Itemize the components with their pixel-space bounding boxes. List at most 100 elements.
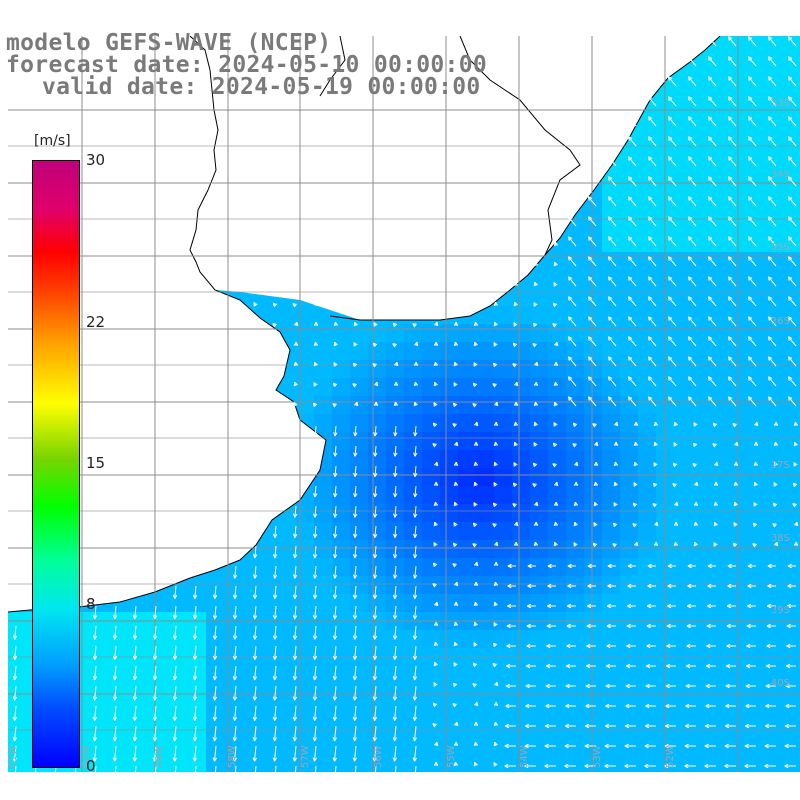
speed-cell bbox=[782, 738, 800, 756]
speed-cell bbox=[782, 684, 800, 702]
speed-cell bbox=[386, 738, 404, 756]
wind-arrow bbox=[544, 743, 556, 749]
wind-arrow bbox=[693, 501, 699, 507]
wind-arrow bbox=[232, 685, 238, 701]
wind-arrow bbox=[513, 541, 519, 547]
speed-cell bbox=[242, 738, 260, 756]
speed-cell bbox=[440, 540, 458, 558]
speed-cell bbox=[548, 342, 566, 360]
speed-cell bbox=[494, 666, 512, 684]
speed-cell bbox=[584, 216, 602, 234]
speed-cell bbox=[674, 540, 692, 558]
wind-arrow bbox=[767, 196, 777, 207]
speed-cell bbox=[440, 396, 458, 414]
wind-arrow bbox=[172, 665, 178, 681]
speed-cell bbox=[746, 126, 764, 144]
speed-cell bbox=[710, 630, 728, 648]
speed-cell bbox=[782, 378, 800, 396]
speed-cell bbox=[350, 432, 368, 450]
speed-cell bbox=[512, 630, 530, 648]
wind-arrow bbox=[627, 336, 637, 347]
wind-arrow bbox=[545, 703, 556, 709]
wind-arrow bbox=[432, 562, 438, 568]
wind-arrow bbox=[627, 176, 637, 187]
wind-arrow bbox=[504, 763, 516, 769]
speed-cell bbox=[476, 378, 494, 396]
wind-arrow bbox=[626, 643, 636, 649]
wind-arrow bbox=[727, 563, 736, 569]
speed-cell bbox=[638, 702, 656, 720]
wind-arrow bbox=[272, 685, 278, 701]
wind-arrow bbox=[667, 76, 677, 87]
speed-cell bbox=[386, 468, 404, 486]
speed-cell bbox=[134, 594, 152, 612]
wind-arrow bbox=[333, 465, 338, 477]
wind-arrow bbox=[272, 665, 278, 681]
speed-cell bbox=[134, 630, 152, 648]
wind-arrow bbox=[494, 401, 499, 407]
wind-arrow bbox=[604, 743, 616, 749]
speed-cell bbox=[620, 432, 638, 450]
speed-cell bbox=[296, 504, 314, 522]
speed-cell bbox=[584, 432, 602, 450]
wind-arrow bbox=[734, 441, 739, 447]
wind-arrow bbox=[253, 302, 258, 307]
speed-cell bbox=[584, 306, 602, 324]
speed-cell bbox=[728, 414, 746, 432]
speed-cell bbox=[674, 180, 692, 198]
speed-cell bbox=[404, 720, 422, 738]
speed-cell bbox=[746, 162, 764, 180]
wind-arrow bbox=[514, 521, 519, 527]
wind-arrow bbox=[573, 481, 579, 487]
wind-arrow bbox=[567, 236, 577, 247]
wind-arrow bbox=[647, 583, 656, 589]
wind-arrow bbox=[787, 276, 797, 287]
wind-arrow bbox=[393, 485, 398, 498]
speed-cell bbox=[494, 486, 512, 504]
speed-cell bbox=[512, 450, 530, 468]
wind-arrow bbox=[773, 482, 778, 487]
wind-arrow bbox=[704, 763, 716, 769]
speed-cell bbox=[710, 486, 728, 504]
speed-cell bbox=[98, 756, 116, 772]
speed-cell bbox=[386, 414, 404, 432]
speed-cell bbox=[278, 522, 296, 540]
speed-cell bbox=[530, 306, 548, 324]
speed-cell bbox=[746, 468, 764, 486]
wind-arrow bbox=[747, 276, 757, 287]
speed-cell bbox=[710, 270, 728, 288]
wind-arrow bbox=[353, 445, 358, 457]
speed-cell bbox=[332, 432, 350, 450]
speed-cell bbox=[404, 450, 422, 468]
wind-arrow bbox=[773, 461, 778, 467]
wind-arrow bbox=[613, 502, 618, 507]
speed-cell bbox=[638, 666, 656, 684]
speed-cell bbox=[422, 576, 440, 594]
speed-cell bbox=[440, 342, 458, 360]
speed-cell bbox=[458, 432, 476, 450]
wind-arrow bbox=[272, 323, 277, 328]
wind-arrow bbox=[373, 401, 379, 407]
speed-cell bbox=[638, 558, 656, 576]
speed-cell bbox=[674, 504, 692, 522]
wind-arrow bbox=[653, 541, 659, 547]
wind-arrow bbox=[584, 743, 596, 749]
speed-cell bbox=[764, 162, 782, 180]
speed-cell bbox=[584, 522, 602, 540]
wind-arrow bbox=[687, 276, 697, 287]
speed-cell bbox=[710, 252, 728, 270]
wind-arrow bbox=[412, 545, 418, 559]
wind-arrow bbox=[646, 663, 656, 669]
speed-cell bbox=[188, 702, 206, 720]
speed-cell bbox=[764, 288, 782, 306]
speed-cell bbox=[494, 684, 512, 702]
longitude-label: 61W bbox=[8, 745, 19, 768]
speed-cell bbox=[422, 738, 440, 756]
speed-cell bbox=[404, 594, 422, 612]
speed-cell bbox=[782, 162, 800, 180]
speed-cell bbox=[692, 720, 710, 738]
speed-cell bbox=[566, 342, 584, 360]
wind-arrow bbox=[434, 741, 439, 747]
speed-cell bbox=[368, 684, 386, 702]
wind-arrow bbox=[192, 725, 198, 742]
